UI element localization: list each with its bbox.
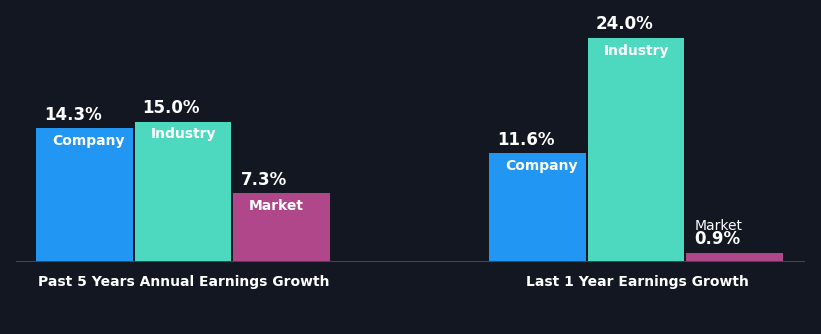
- Bar: [36, 128, 133, 261]
- Bar: [686, 253, 783, 261]
- Text: 14.3%: 14.3%: [44, 106, 102, 124]
- Text: Market: Market: [695, 219, 742, 233]
- Text: 24.0%: 24.0%: [596, 15, 654, 33]
- Text: 0.9%: 0.9%: [695, 230, 741, 248]
- Text: Company: Company: [505, 159, 578, 173]
- Bar: [588, 38, 685, 261]
- Text: 11.6%: 11.6%: [498, 131, 555, 149]
- Text: Industry: Industry: [150, 127, 216, 141]
- Bar: [489, 153, 586, 261]
- Text: Industry: Industry: [603, 43, 669, 57]
- Text: 15.0%: 15.0%: [143, 99, 200, 117]
- Text: Company: Company: [52, 134, 125, 148]
- Bar: [233, 193, 330, 261]
- Text: Market: Market: [249, 199, 304, 213]
- Text: Past 5 Years Annual Earnings Growth: Past 5 Years Annual Earnings Growth: [38, 275, 330, 289]
- Text: Last 1 Year Earnings Growth: Last 1 Year Earnings Growth: [525, 275, 749, 289]
- Bar: [135, 122, 232, 261]
- Text: 7.3%: 7.3%: [241, 171, 287, 189]
